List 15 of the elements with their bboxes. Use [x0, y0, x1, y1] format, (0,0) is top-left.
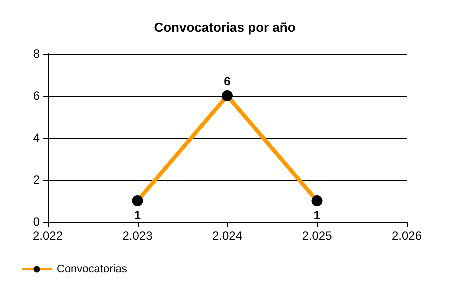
- x-tick-label: 2.026: [392, 229, 422, 243]
- x-tick-label: 2.023: [122, 229, 154, 243]
- chart-title: Convocatorias por año: [154, 20, 296, 35]
- data-label: 1: [134, 208, 142, 222]
- x-tick-label: 2.025: [302, 229, 333, 243]
- legend-label: Convocatorias: [57, 264, 128, 276]
- data-label: 6: [224, 74, 232, 88]
- y-tick-label: 6: [33, 89, 40, 103]
- y-tick-label: 2: [33, 173, 40, 187]
- data-label: 1: [314, 208, 321, 222]
- y-tick-label: 4: [33, 131, 40, 145]
- x-tick-label: 2.024: [212, 229, 243, 243]
- x-tick-label: 2.022: [32, 229, 64, 243]
- y-tick-label: 0: [33, 215, 40, 229]
- y-tick-label: 8: [33, 47, 40, 61]
